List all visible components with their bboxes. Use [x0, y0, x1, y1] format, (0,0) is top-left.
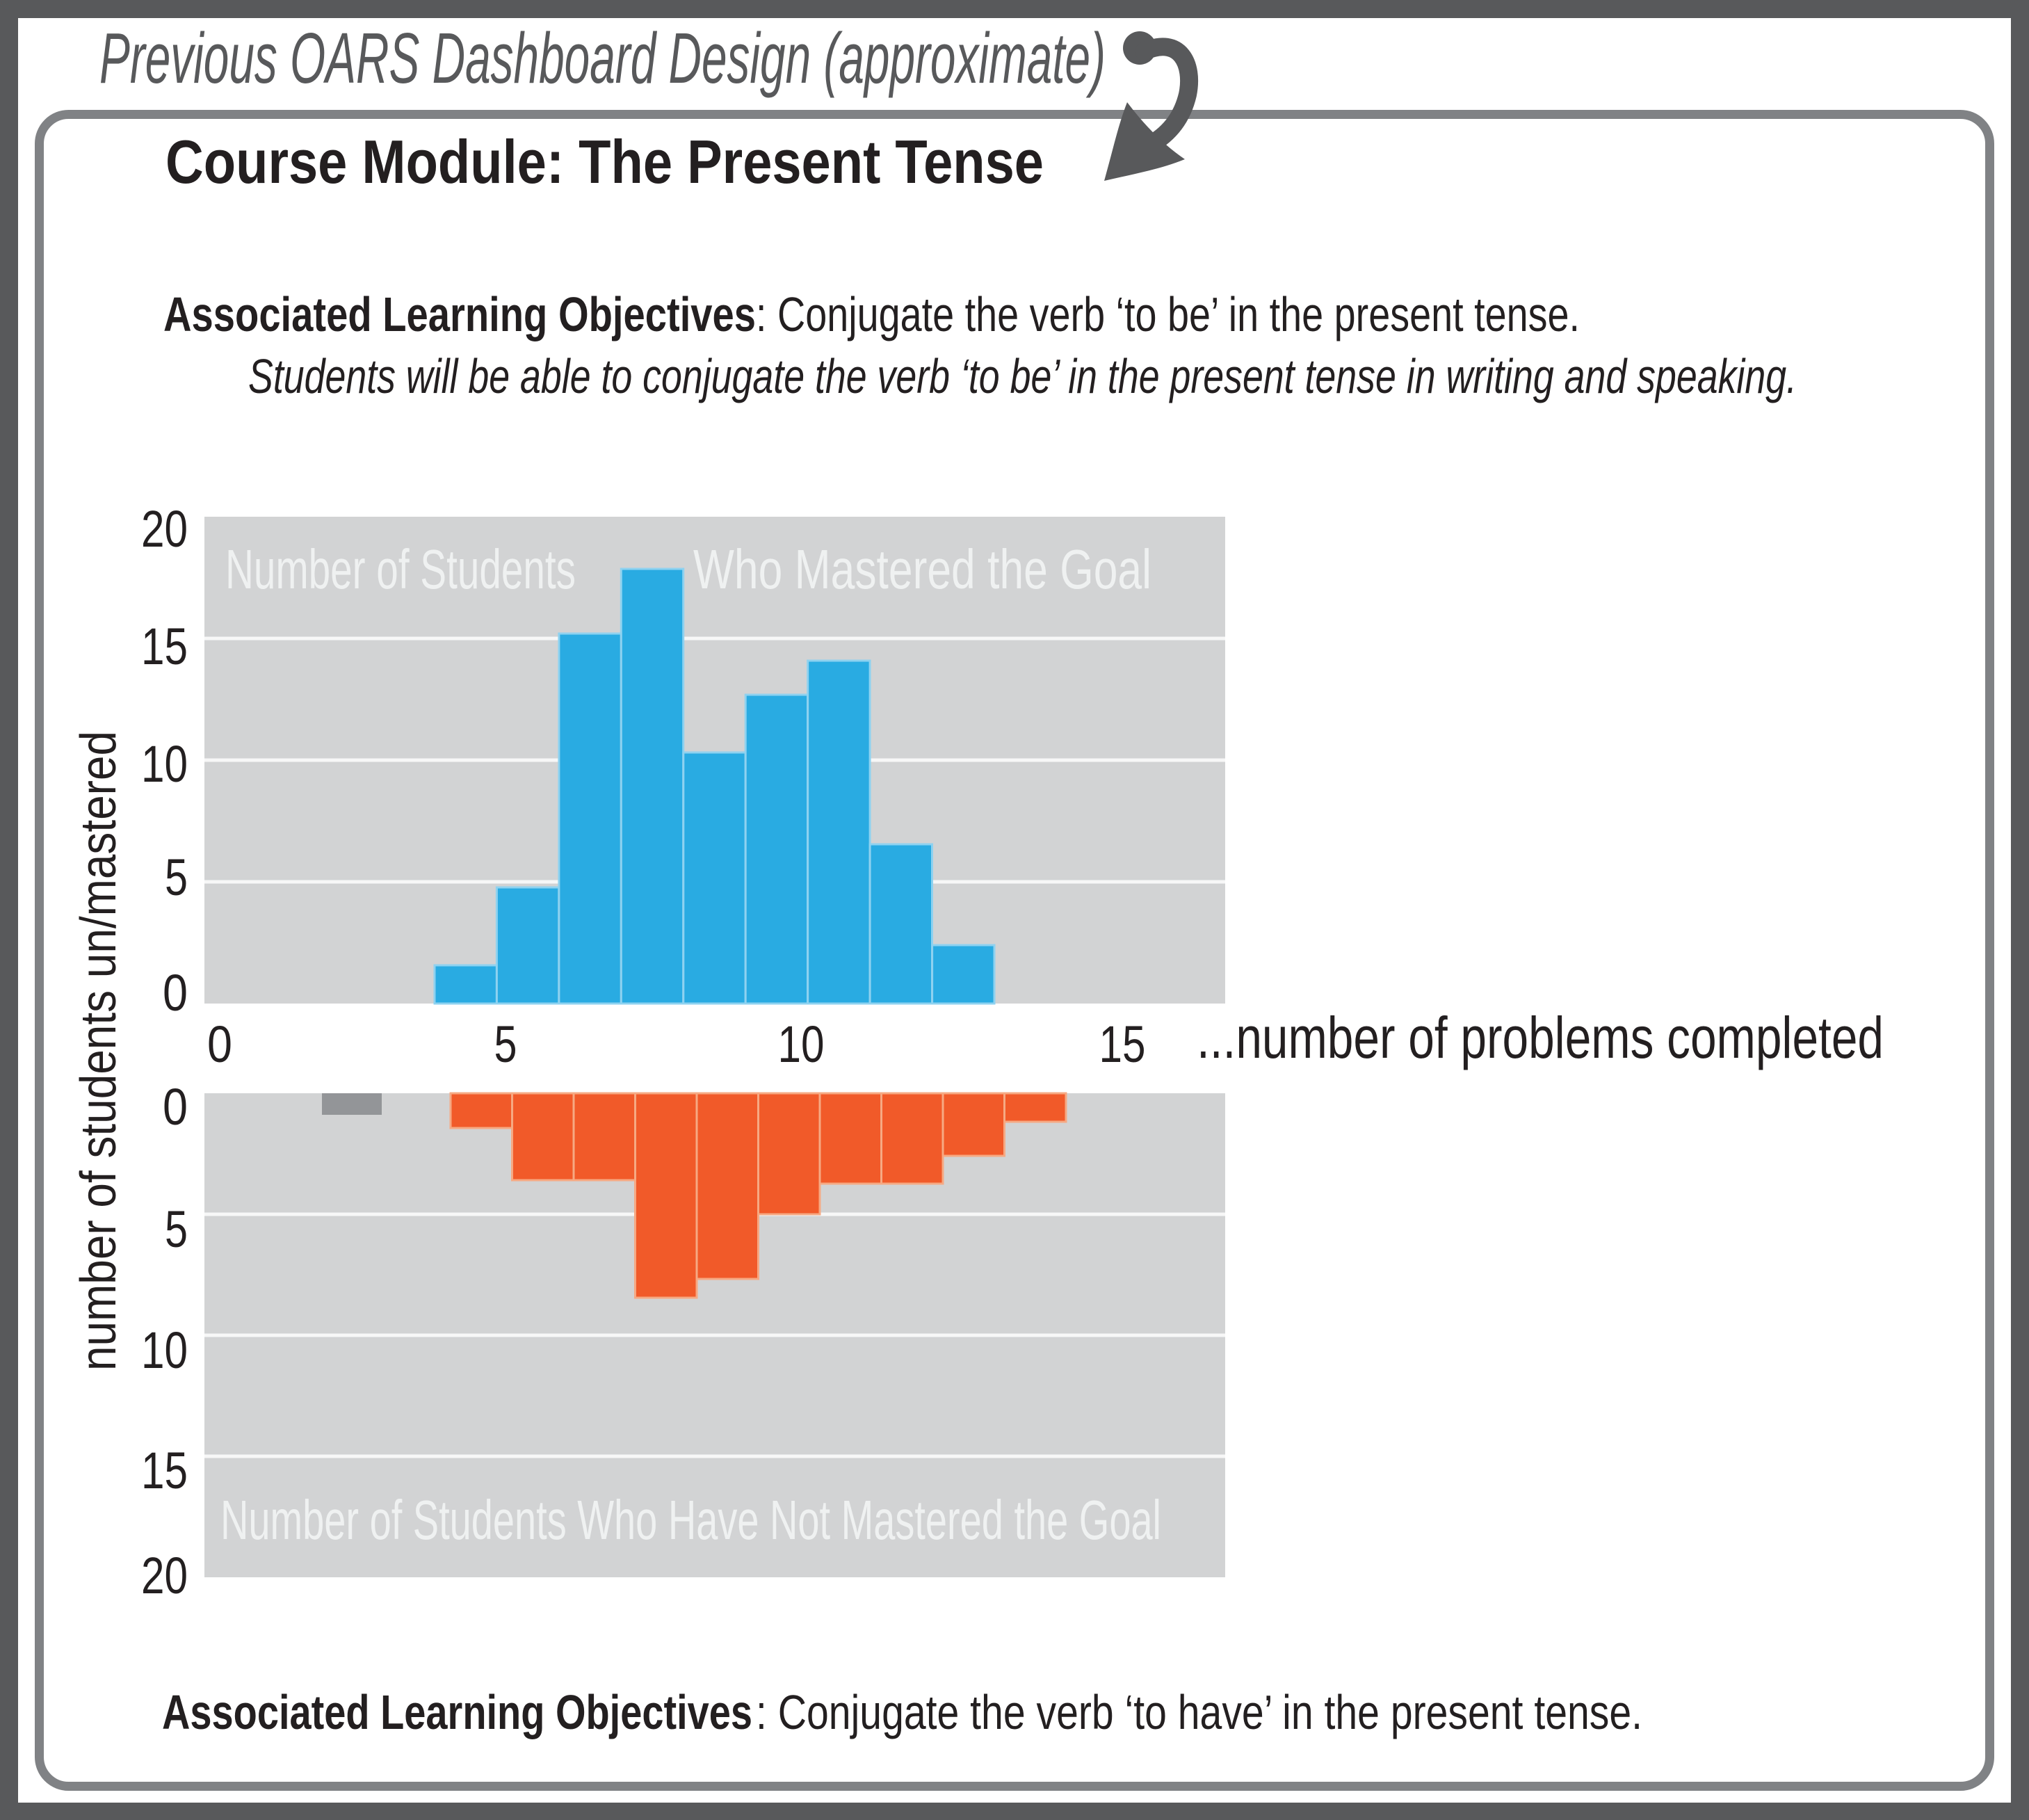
svg-text:Associated Learning Objectives: Associated Learning Objectives [162, 1685, 752, 1739]
svg-text:Students will be able to conju: Students will be able to conjugate the v… [248, 349, 1797, 403]
svg-text:Previous OARS Dashboard Design: Previous OARS Dashboard Design (approxim… [99, 18, 1106, 98]
svg-text:number of students un/mastered: number of students un/mastered [71, 731, 127, 1371]
svg-text:10: 10 [778, 1015, 825, 1073]
svg-text:: Conjugate the verb ‘to be’ i: : Conjugate the verb ‘to be’ in the pres… [756, 287, 1580, 341]
svg-text:5: 5 [165, 1200, 188, 1258]
svg-text:10: 10 [141, 1321, 188, 1379]
svg-text:20: 20 [141, 500, 188, 558]
svg-text:: Conjugate the verb ‘to have’: : Conjugate the verb ‘to have’ in the pr… [756, 1685, 1642, 1739]
svg-text:5: 5 [494, 1015, 517, 1073]
svg-text:5: 5 [165, 848, 188, 906]
svg-text:0: 0 [207, 1015, 232, 1073]
svg-text:Number of Students Who Have No: Number of Students Who Have Not Mastered… [220, 1489, 1161, 1551]
svg-text:0: 0 [163, 964, 188, 1022]
svg-text:0: 0 [163, 1078, 188, 1136]
svg-text:Number of Students: Number of Students [225, 538, 576, 600]
svg-text:20: 20 [141, 1547, 188, 1604]
svg-text:15: 15 [141, 618, 188, 675]
svg-text:15: 15 [1099, 1015, 1146, 1073]
svg-text:Who Mastered the Goal: Who Mastered the Goal [693, 538, 1151, 600]
svg-text:Associated Learning Objectives: Associated Learning Objectives [163, 287, 756, 341]
svg-text:...number of problems complete: ...number of problems completed [1197, 1005, 1884, 1070]
svg-text:Course Module: The Present Ten: Course Module: The Present Tense [165, 127, 1044, 196]
svg-text:15: 15 [141, 1442, 188, 1499]
svg-text:10: 10 [141, 735, 188, 793]
